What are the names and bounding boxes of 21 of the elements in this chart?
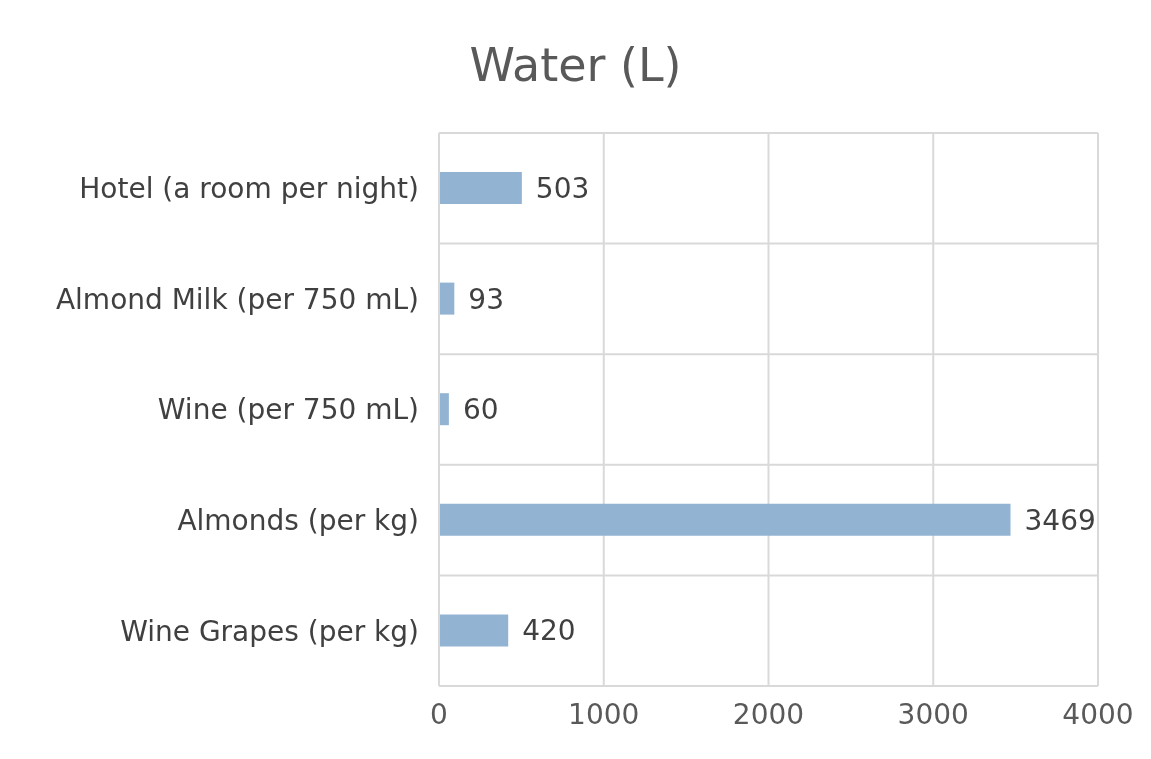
data-label: 60 <box>462 393 499 427</box>
data-label: 3469 <box>1024 503 1096 537</box>
bar <box>439 614 509 647</box>
bar <box>439 172 522 204</box>
y-tick-label: Wine (per 750 mL) <box>157 393 419 427</box>
bar <box>439 393 449 426</box>
data-label: 420 <box>522 614 576 648</box>
bar <box>439 503 1011 536</box>
data-label: 503 <box>535 171 590 205</box>
y-tick-label: Hotel (a room per night) <box>79 172 419 206</box>
x-tick-label: 2000 <box>732 697 805 731</box>
chart-title: Water (L) <box>468 38 683 92</box>
y-tick-label: Almonds (per kg) <box>177 504 419 538</box>
x-tick-label: 1000 <box>568 697 640 731</box>
x-tick-label: 0 <box>430 697 448 731</box>
data-label: 93 <box>468 282 504 316</box>
bar <box>439 282 455 315</box>
x-tick-label: 4000 <box>1062 697 1134 731</box>
x-tick-label: 3000 <box>897 697 969 731</box>
y-tick-label: Almond Milk (per 750 mL) <box>55 282 419 316</box>
y-tick-label: Wine Grapes (per kg) <box>120 614 419 648</box>
